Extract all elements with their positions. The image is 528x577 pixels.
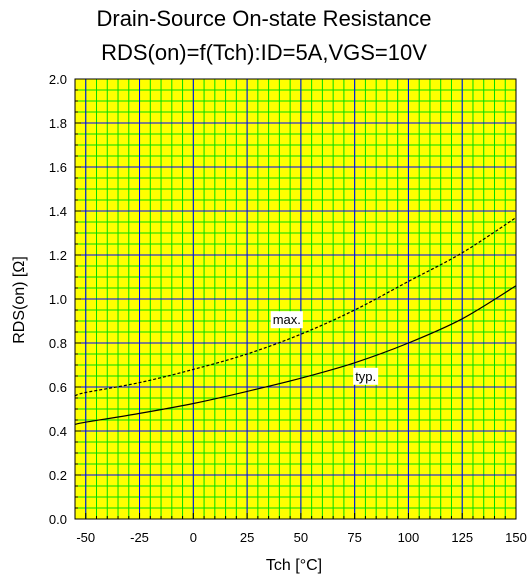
y-tick-label: 0.4	[49, 424, 67, 439]
x-tick-label: 50	[294, 530, 308, 545]
y-tick-label: 0.8	[49, 336, 67, 351]
series-label: max.	[273, 312, 301, 327]
series-labels: max. typ.	[270, 311, 379, 385]
x-tick-label: -50	[76, 530, 95, 545]
y-tick-label: 1.8	[49, 116, 67, 131]
plot-frame	[74, 78, 517, 520]
series-label-background	[353, 367, 379, 385]
series-label-background	[270, 311, 303, 329]
x-tick-labels: -50 -25 0 25 50 75 100 125 150	[76, 530, 526, 545]
series-line-typ	[74, 285, 517, 425]
x-tick-label: 25	[240, 530, 254, 545]
y-tick-label: 1.0	[49, 292, 67, 307]
x-tick-label: 75	[347, 530, 361, 545]
x-tick-label: 0	[190, 530, 197, 545]
y-tick-label: 1.6	[49, 160, 67, 175]
x-tick-label: 150	[505, 530, 527, 545]
y-tick-label: 0.2	[49, 468, 67, 483]
series-layer	[74, 217, 517, 425]
y-tick-label: 0.6	[49, 380, 67, 395]
y-axis-label: RDS(on) [Ω]	[11, 256, 28, 344]
y-tick-label: 1.2	[49, 248, 67, 263]
series-line-max	[74, 217, 517, 397]
y-tick-label: 0.0	[49, 512, 67, 527]
series-label: typ.	[355, 369, 376, 384]
y-tick-labels: 0.0 0.2 0.4 0.6 0.8 1.0 1.2 1.4 1.6 1.8 2.0	[49, 72, 67, 527]
chart-subtitle: RDS(on)=f(Tch):ID=5A,VGS=10V	[101, 40, 427, 65]
chart-title: Drain-Source On-state Resistance	[96, 6, 432, 31]
y-tick-label: 1.4	[49, 204, 67, 219]
x-tick-label: 100	[398, 530, 420, 545]
x-axis-label: Tch [°C]	[266, 557, 322, 574]
x-tick-label: -25	[130, 530, 149, 545]
x-tick-label: 125	[451, 530, 473, 545]
y-tick-label: 2.0	[49, 72, 67, 87]
